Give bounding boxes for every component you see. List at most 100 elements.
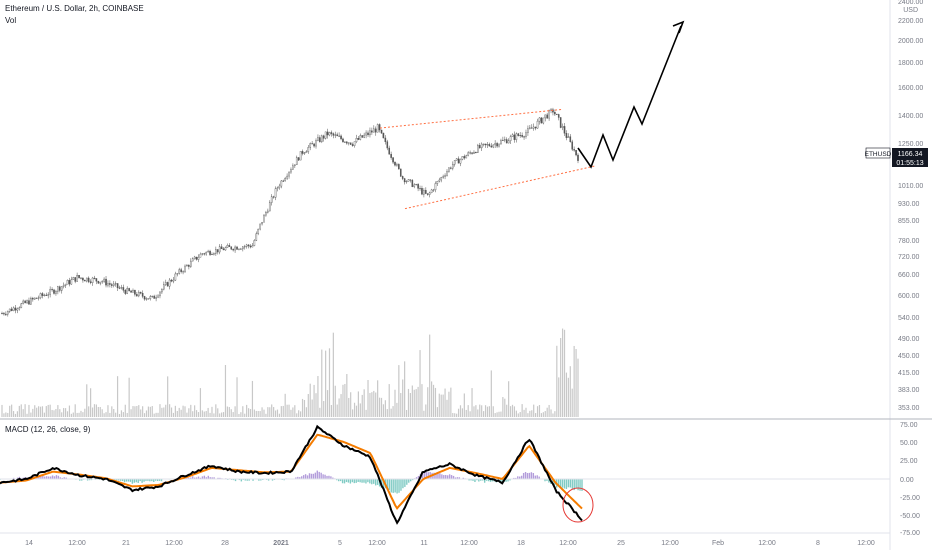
volume-bar [250,409,251,417]
macd-histogram-bar [371,479,372,484]
price-candle-body [30,298,31,304]
volume-bar [202,410,203,417]
price-candle-body [121,287,122,288]
volume-bar [539,405,540,417]
price-candle-body [340,136,341,139]
price-candle-body [290,169,291,172]
volume-bar [396,403,397,417]
volume-bar [572,389,573,417]
price-candle-body [148,299,149,300]
volume-bar [560,338,561,417]
volume-bar [427,387,428,417]
price-candle-body [400,169,401,176]
price-candle-body [157,296,158,297]
time-axis-label: 11 [420,540,427,547]
price-candle-body [541,118,542,123]
volume-bar [159,404,160,417]
volume-bar [456,414,457,417]
volume-bar [568,378,569,417]
price-candle-body [75,277,76,281]
price-candle-body [267,211,268,212]
price-candle-body [477,145,478,152]
volume-bar [294,405,295,417]
price-candle-body [94,278,95,279]
macd-histogram-bar [138,479,139,483]
volume-bar [471,388,472,417]
volume-bar [574,346,575,417]
macd-histogram-bar [449,474,450,479]
price-candle-body [51,289,52,290]
price-candle-body [402,176,403,178]
price-candle-body [161,289,162,292]
volume-bar [157,413,158,417]
price-candle-body [539,118,540,121]
price-candle-body [391,154,392,157]
volume-bar [495,413,496,417]
price-candle-body [213,253,214,254]
volume-bar [344,384,345,417]
price-candle-body [520,135,521,136]
volume-bar [234,406,235,417]
price-candle-body [229,245,230,246]
price-candle-body [500,141,501,144]
macd-histogram-bar [377,479,378,485]
price-candle-body [104,279,105,281]
price-candle-body [483,144,484,145]
volume-bar [308,394,309,417]
price-candle-body [373,129,374,132]
price-candle-body [80,278,81,279]
volume-bar [213,413,214,417]
volume-bar [115,413,116,417]
volume-bar [543,412,544,417]
price-candle-body [396,164,397,165]
volume-bar [1,405,2,417]
price-candle-body [50,289,51,294]
macd-histogram-bar [303,475,304,479]
price-candle-body [173,280,174,281]
price-candle-body [171,280,172,281]
price-candle-body [302,151,303,153]
volume-bar [383,404,384,417]
price-candle-body [190,261,191,266]
price-candle-body [96,278,97,281]
price-candle-body [572,142,573,149]
price-candle-body [296,158,297,165]
price-candle-body [485,144,486,145]
volume-bar [549,405,550,417]
volume-bar [163,407,164,417]
price-candle-body [182,271,183,272]
price-candle-body [132,290,133,292]
price-candle-body [389,148,390,154]
time-axis-label: 21 [122,540,130,547]
volume-bar [558,377,559,417]
volume-bar [504,399,505,417]
price-candle-body [560,117,561,127]
price-axis-label: 2400.00 [898,0,923,6]
projection-arrowhead [673,22,683,33]
price-candle-body [496,143,497,146]
volume-bar [337,405,338,417]
volume-bar [184,406,185,417]
macd-histogram-bar [572,479,573,489]
price-candle-body [377,124,378,132]
volume-bar [537,406,538,417]
volume-bar [233,412,234,417]
volume-bar [529,411,530,417]
price-candle-body [475,152,476,153]
volume-bar [267,407,268,417]
price-candle-body [102,281,103,282]
price-candle-body [181,270,182,272]
volume-bar [346,374,347,417]
volume-bar [113,409,114,417]
volume-bar [288,405,289,417]
price-axis-label: 930.00 [898,201,920,208]
time-axis-label: 14 [25,540,33,547]
volume-bar [61,412,62,417]
volume-bar [138,405,139,417]
price-candle-body [556,114,557,115]
volume-bar [460,405,461,417]
volume-bar [121,410,122,417]
price-candle-body [300,151,301,160]
price-candle-body [130,291,131,292]
timer-badge-text: 01:55:13 [896,160,923,167]
